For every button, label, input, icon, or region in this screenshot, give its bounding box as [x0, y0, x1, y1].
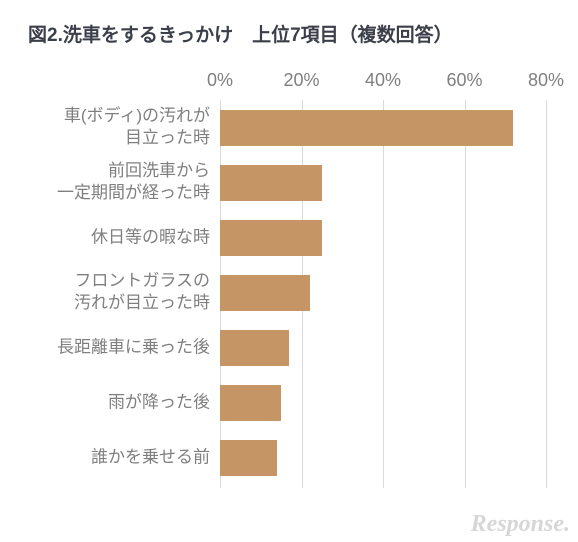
bar [220, 330, 289, 366]
x-tick-label: 40% [365, 70, 401, 91]
bar [220, 440, 277, 476]
bar [220, 220, 322, 256]
bar-label: 雨が降った後 [108, 391, 210, 414]
bar-row: 前回洗車から一定期間が経った時 [220, 165, 546, 201]
bar-label: 休日等の暇な時 [91, 226, 210, 249]
bar-label: 前回洗車から一定期間が経った時 [57, 160, 210, 206]
chart-plot-area: 0%20%40%60%80%車(ボディ)の汚れが目立った時前回洗車から一定期間が… [220, 100, 546, 488]
bar-row: 休日等の暇な時 [220, 220, 546, 256]
x-tick-label: 20% [283, 70, 319, 91]
x-tick-label: 0% [207, 70, 233, 91]
bar-label: 長距離車に乗った後 [57, 336, 210, 359]
bar-row: 雨が降った後 [220, 385, 546, 421]
bar-row: 車(ボディ)の汚れが目立った時 [220, 110, 546, 146]
bar [220, 110, 513, 146]
watermark-text: Response. [471, 511, 570, 538]
x-tick-label: 60% [446, 70, 482, 91]
bar-label: フロントガラスの汚れが目立った時 [74, 270, 210, 316]
x-tick-label: 80% [528, 70, 564, 91]
bar-label: 車(ボディ)の汚れが目立った時 [64, 105, 210, 151]
x-gridline [546, 100, 547, 488]
bar-row: フロントガラスの汚れが目立った時 [220, 275, 546, 311]
chart-title: 図2.洗車をするきっかけ 上位7項目（複数回答） [28, 20, 453, 47]
bar-row: 長距離車に乗った後 [220, 330, 546, 366]
bar [220, 385, 281, 421]
bar-row: 誰かを乗せる前 [220, 440, 546, 476]
bar-label: 誰かを乗せる前 [91, 446, 210, 469]
bar [220, 165, 322, 201]
bar [220, 275, 310, 311]
